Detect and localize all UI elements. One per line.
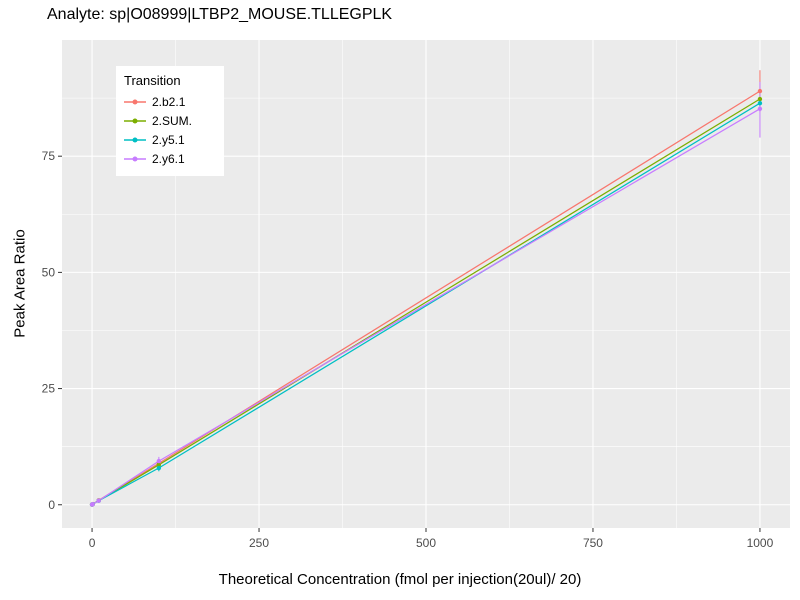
x-tick-label: 750 [583,536,603,550]
x-tick-label: 500 [416,536,436,550]
y-tick-label: 50 [42,265,56,279]
data-point-2.y5.1 [757,101,763,106]
y-tick-label: 0 [48,498,55,512]
data-point-2.y6.1 [156,458,162,464]
x-tick-label: 1000 [747,536,774,550]
data-point-2.y6.1 [96,498,101,503]
y-axis-label: Peak Area Ratio [11,229,29,338]
legend-key-point-2.b2.1 [132,99,138,105]
y-tick-label: 25 [42,382,56,396]
y-tick-label: 75 [42,149,56,163]
x-axis-label: Theoretical Concentration (fmol per inje… [218,571,582,588]
data-point-2.y6.1 [90,501,95,507]
legend-label-2.SUM.: 2.SUM. [152,114,192,128]
legend-key-point-2.y6.1 [132,156,138,162]
legend-key-point-2.y5.1 [132,137,138,143]
data-point-2.y6.1 [757,106,763,111]
legend-label-2.y5.1: 2.y5.1 [152,133,185,147]
data-point-2.b2.1 [757,88,763,94]
chart-title: Analyte: sp|O08999|LTBP2_MOUSE.TLLEGPLK [47,6,393,23]
x-tick-label: 250 [249,536,269,550]
legend-label-2.b2.1: 2.b2.1 [152,95,186,109]
legend-label-2.y6.1: 2.y6.1 [152,152,185,166]
data-point-2.y5.1 [156,465,162,471]
legend-key-point-2.SUM. [132,118,138,124]
data-point-2.SUM. [156,462,162,467]
data-point-2.SUM. [757,96,763,102]
x-tick-label: 0 [89,536,96,550]
legend-title: Transition [124,73,181,88]
